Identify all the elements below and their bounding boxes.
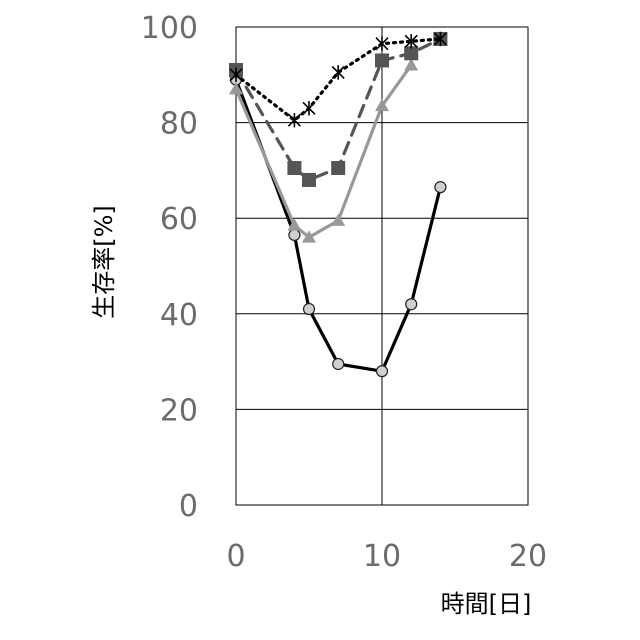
series-star (229, 31, 447, 128)
y-axis-title: 生存率[%] (90, 205, 118, 319)
y-tick-label: 80 (160, 107, 198, 142)
data-point-circle (405, 298, 418, 311)
series-circle (229, 73, 447, 378)
x-tick-label: 0 (226, 539, 245, 574)
data-point-star (433, 31, 447, 47)
data-point-triangle (375, 98, 389, 112)
data-point-star (404, 34, 418, 49)
data-point-square (302, 172, 316, 187)
data-point-star (331, 65, 345, 80)
data-point-circle (302, 302, 316, 316)
series-square (229, 31, 448, 187)
data-point-square (331, 161, 346, 176)
data-point-circle (434, 181, 447, 194)
data-point-square (404, 46, 419, 61)
series-triangle (229, 58, 419, 243)
data-point-triangle (229, 82, 243, 95)
data-point-circle (375, 365, 389, 378)
series-line-triangle (234, 63, 413, 239)
plot-border (235, 26, 529, 506)
y-tick-label: 0 (179, 489, 198, 524)
data-point-star (375, 36, 389, 51)
data-point-circle (288, 228, 301, 242)
data-point-triangle (302, 230, 316, 243)
y-tick-label: 100 (141, 11, 198, 46)
y-tick-label: 20 (160, 393, 198, 428)
y-tick-label: 40 (160, 298, 198, 333)
grid-lines (235, 26, 529, 506)
data-point-triangle (404, 58, 419, 71)
data-point-circle (332, 357, 345, 371)
data-point-triangle (331, 213, 346, 226)
x-axis-ticks: 0 10 20 (226, 539, 547, 574)
x-tick-label: 10 (363, 539, 401, 574)
plot-area (235, 26, 529, 506)
data-point-star (229, 67, 243, 82)
x-tick-label: 20 (509, 539, 547, 574)
data-point-square (375, 53, 389, 68)
y-tick-label: 60 (160, 202, 198, 237)
x-axis-title: 時間[日] (441, 590, 532, 618)
series-layer (229, 31, 448, 378)
y-axis-ticks: 0 20 40 60 80 100 (141, 11, 198, 524)
data-point-square (287, 161, 302, 176)
data-point-triangle (287, 218, 302, 231)
data-point-star (302, 101, 316, 116)
data-point-star (287, 113, 301, 128)
